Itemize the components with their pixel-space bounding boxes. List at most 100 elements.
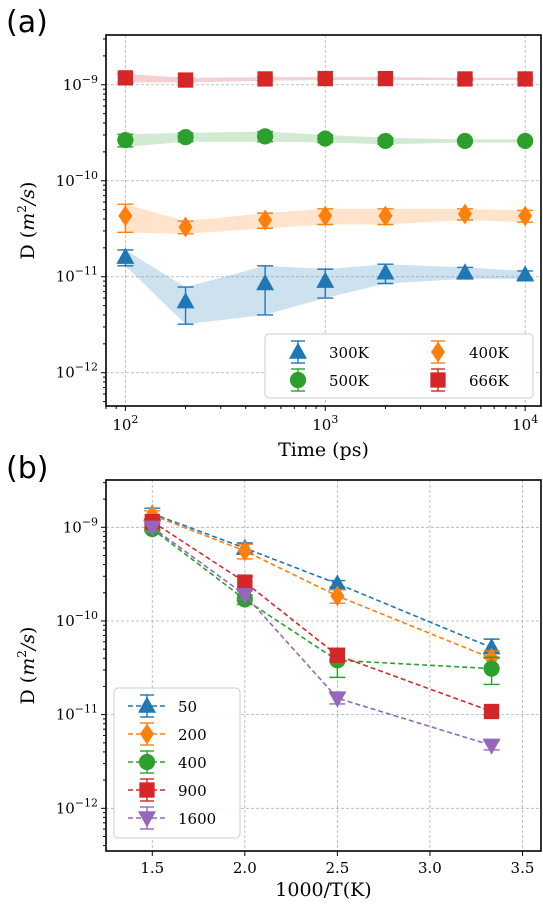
marker-400K-2 [258, 209, 273, 231]
marker-300K-0 [116, 247, 135, 264]
y-axis-label-sup: 2 [15, 205, 29, 213]
legend-marker-50 [138, 696, 156, 713]
marker-1600-2 [328, 691, 347, 708]
series-line-1600 [151, 526, 492, 747]
legend-entry-300K: 300K [289, 340, 370, 364]
marker-50-2 [328, 574, 347, 591]
legend-label-400: 400 [178, 754, 207, 772]
legend-label-300K: 300K [329, 344, 370, 362]
legend-marker-200 [139, 723, 155, 745]
y-axis-label: D (m2/s) [15, 627, 39, 705]
y-tick-label-0-exp: −12 [75, 796, 98, 809]
legend-entry-500K: 500K [289, 368, 370, 392]
marker-300K-3 [316, 271, 335, 288]
panel-b: (b)1.5 2.0 2.5 3.0 3.510−1210−1110−1010−9100… [6, 451, 542, 901]
y-tick-label-3-base: 10 [63, 518, 82, 536]
marker-900-1 [237, 574, 253, 590]
legend-box [113, 687, 241, 839]
marker-900-2 [329, 647, 346, 663]
x-tick-label-1: 2.0 [233, 859, 257, 877]
marker-400K-4 [378, 205, 393, 227]
legend-entry-400: 400 [128, 750, 207, 774]
x-tick-label-0-base: 10 [112, 416, 131, 434]
marker-666K-4 [377, 70, 394, 87]
marker-300K-1 [176, 292, 195, 309]
y-tick-label-1-base: 10 [56, 268, 75, 286]
series-1600 [143, 520, 501, 755]
series-line-200 [151, 514, 492, 659]
plot-frame [105, 479, 542, 852]
x-tick-label-1: 103 [312, 413, 338, 434]
marker-500K-4 [377, 132, 394, 150]
marker-400K-3 [318, 205, 333, 227]
marker-400-3 [483, 660, 500, 677]
marker-666K-0 [117, 70, 134, 86]
y-tick-label-0-base: 10 [56, 799, 75, 817]
legend-marker-500K [289, 371, 307, 389]
marker-1600-0 [143, 520, 162, 537]
legend-label-200: 200 [178, 726, 207, 744]
y-tick-label-3: 10−9 [63, 73, 98, 94]
y-tick-label-1: 10−11 [56, 703, 98, 724]
y-axis-label-s: /s [17, 634, 39, 652]
marker-400K-0 [118, 205, 133, 227]
y-tick-label-3-exp: −9 [82, 515, 98, 528]
series-666K [117, 70, 534, 88]
legend-entry-50: 50 [128, 694, 197, 718]
legend-label-400K: 400K [469, 344, 510, 362]
legend-label-900: 900 [178, 782, 207, 800]
legend-marker-400K [430, 341, 446, 363]
y-tick-label-0: 10−12 [56, 796, 98, 817]
marker-300K-5 [455, 263, 474, 280]
panel-label: (a) [6, 5, 48, 40]
marker-666K-6 [517, 71, 533, 87]
y-tick-label-0-exp: −12 [75, 361, 98, 374]
y-tick-label-2-exp: −10 [75, 609, 98, 622]
marker-1600-3 [482, 738, 501, 755]
x-tick-label-1-base: 10 [312, 416, 331, 434]
y-tick-label-2-base: 10 [56, 172, 75, 190]
y-tick-label-3-exp: −9 [82, 73, 98, 86]
y-tick-label-2: 10−10 [56, 169, 98, 190]
series-400 [144, 520, 500, 686]
y-tick-label-1: 10−11 [56, 265, 98, 286]
x-tick-label-0-exp: 2 [131, 413, 138, 426]
x-tick-label-2-exp: 4 [531, 413, 538, 426]
marker-400K-5 [457, 203, 473, 225]
legend-marker-666K [430, 372, 446, 388]
marker-500K-0 [117, 132, 134, 149]
y-tick-label-1-base: 10 [56, 706, 75, 724]
plot-frame [105, 34, 542, 407]
y-axis-label-m: m [17, 658, 39, 676]
x-tick-label-0: 1.5 [140, 859, 164, 877]
y-axis-label-d: D ( [17, 676, 39, 705]
legend-label-666K: 666K [469, 372, 510, 390]
y-axis-label-close: ) [17, 627, 39, 634]
legend-marker-300K [289, 342, 307, 359]
marker-300K-2 [256, 274, 275, 291]
legend-entry-900: 900 [128, 778, 207, 802]
legend-marker-400 [138, 753, 156, 771]
x-axis-label: 1000/T(K) [275, 879, 371, 901]
y-axis-label-s: /s [17, 189, 39, 207]
series-line-900 [151, 520, 492, 713]
panel-label: (b) [6, 451, 48, 486]
x-tick-label-0: 102 [112, 413, 138, 434]
series-line-400 [151, 528, 492, 670]
legend-marker-900 [139, 782, 155, 798]
y-tick-label-3-base: 10 [63, 76, 82, 94]
series-300K [116, 247, 535, 325]
marker-666K-1 [177, 72, 194, 88]
x-tick-label-2: 2.5 [325, 859, 349, 877]
marker-500K-6 [517, 132, 534, 150]
legend-entry-400K: 400K [430, 340, 510, 364]
marker-666K-5 [457, 71, 473, 87]
y-axis-label-close: ) [17, 182, 39, 189]
legend-entry-666K: 666K [430, 368, 510, 392]
y-tick-label-2: 10−10 [56, 609, 98, 630]
series-400K [117, 203, 534, 238]
marker-200-2 [330, 585, 345, 607]
legend-label-50: 50 [178, 698, 197, 716]
legend-entry-200: 200 [128, 722, 207, 746]
